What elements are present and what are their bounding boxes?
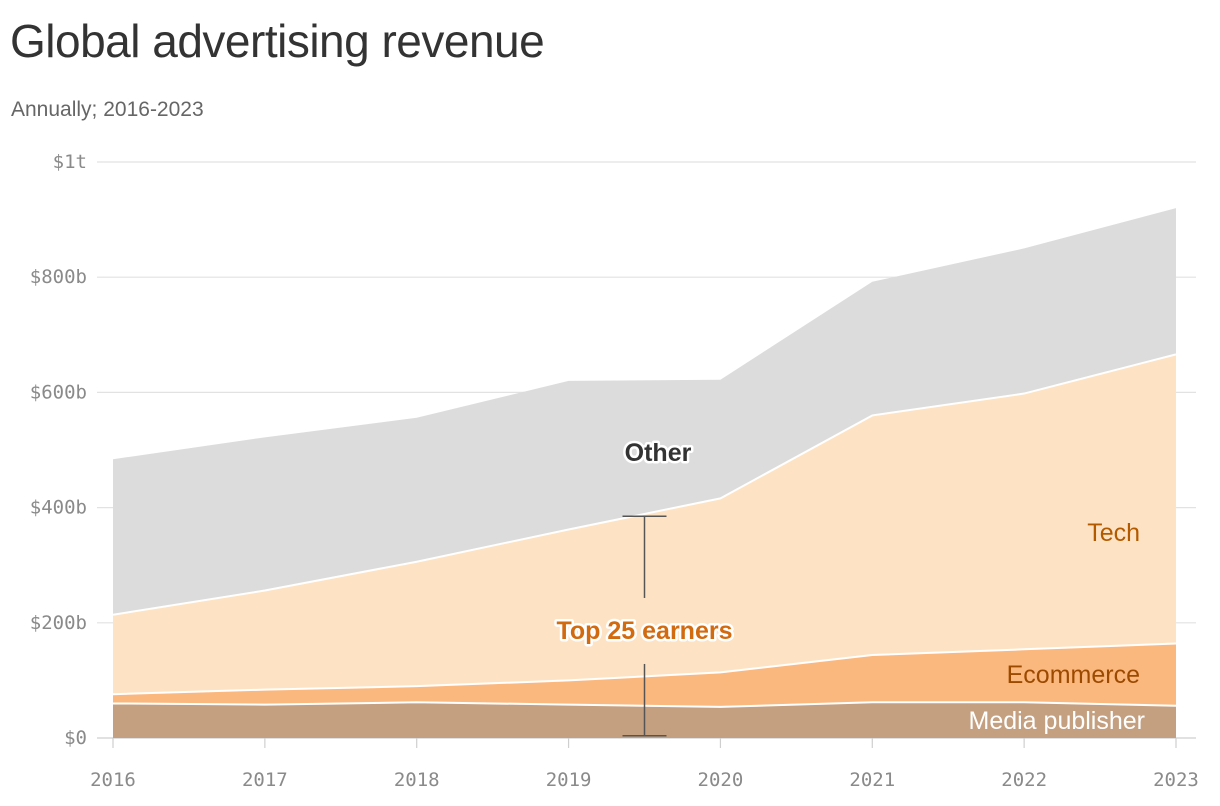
x-tick-label: 2021 [849,769,895,791]
area-series [112,208,1177,738]
x-tick-label: 2022 [1001,769,1047,791]
y-tick-label: $800b [30,266,87,288]
series-label-other: Other [625,439,692,467]
x-tick-label: 2023 [1153,769,1199,791]
y-tick-label: $0 [64,727,87,749]
annotation-label: Top 25 earners [556,617,732,645]
annotation-top-25: Top 25 earners [554,515,735,737]
x-tick-label: 2017 [242,769,288,791]
y-tick-label: $600b [30,381,87,403]
x-tick-label: 2019 [546,769,592,791]
x-tick-label: 2020 [698,769,744,791]
series-label-tech: Tech [1087,519,1140,547]
area-ecommerce [113,643,1176,707]
x-tick-label: 2016 [90,769,136,791]
x-tick-label: 2018 [394,769,440,791]
series-labels: Media publisher Ecommerce Tech Other [622,437,1146,736]
series-label-ecommerce: Ecommerce [1007,661,1140,689]
series-label-media-publisher: Media publisher [969,707,1146,735]
y-tick-label: $200b [30,612,87,634]
chart-title: Global advertising revenue [10,15,545,67]
y-tick-label: $400b [30,497,87,519]
boundary-tech [112,353,1177,616]
chart-subtitle: Annually; 2016-2023 [11,98,204,121]
axes: $0 $200b $400b $600b $800b $1t 2016 2017 2018 201… [30,151,1199,791]
area-other [113,208,1176,615]
y-tick-label: $1t [53,151,87,173]
